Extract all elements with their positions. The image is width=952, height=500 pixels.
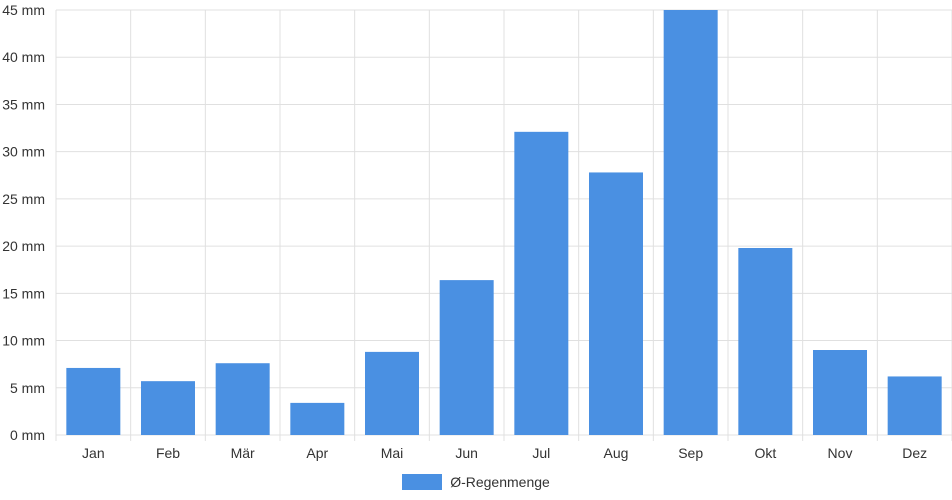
y-tick-label: 5 mm [10, 380, 45, 396]
bar [514, 131, 569, 436]
bar [663, 10, 718, 435]
x-tick-label: Jul [532, 445, 550, 461]
bar [215, 363, 270, 435]
x-tick-label: Mär [231, 445, 255, 461]
x-tick-label: Nov [828, 445, 853, 461]
legend: Ø-Regenmenge [0, 472, 952, 492]
x-tick-label: Feb [156, 445, 180, 461]
x-tick-label: Dez [902, 445, 927, 461]
bar [813, 350, 867, 435]
y-tick-label: 25 mm [2, 191, 45, 207]
bar-chart-svg: 0 mm 5 mm 10 mm 15 mm 20 mm 25 mm 30 mm 35 mm 40… [2, 2, 952, 461]
x-tick-label: Okt [754, 445, 776, 461]
x-tick-label: Jun [455, 445, 478, 461]
x-tick-label: Sep [678, 445, 703, 461]
y-tick-label: 0 mm [10, 427, 45, 443]
bar [365, 351, 419, 435]
x-tick-label: Aug [604, 445, 629, 461]
legend-swatch [402, 474, 443, 490]
y-tick-label: 30 mm [2, 144, 45, 160]
legend-label: Ø-Regenmenge [450, 474, 550, 490]
y-tick-label: 35 mm [2, 96, 45, 112]
y-tick-label: 20 mm [2, 238, 45, 254]
bar [887, 376, 942, 435]
y-tick-label: 10 mm [2, 333, 45, 349]
x-tick-label: Apr [306, 445, 328, 461]
bar [589, 172, 643, 435]
y-tick-label: 45 mm [2, 2, 45, 18]
bar [439, 280, 494, 435]
y-tick-label: 40 mm [2, 49, 45, 65]
x-tick-label: Mai [381, 445, 404, 461]
x-tick-label: Jan [82, 445, 105, 461]
bar [738, 248, 793, 435]
bar [141, 381, 195, 435]
bar [290, 402, 345, 435]
bar [66, 367, 121, 435]
y-tick-label: 15 mm [2, 285, 45, 301]
